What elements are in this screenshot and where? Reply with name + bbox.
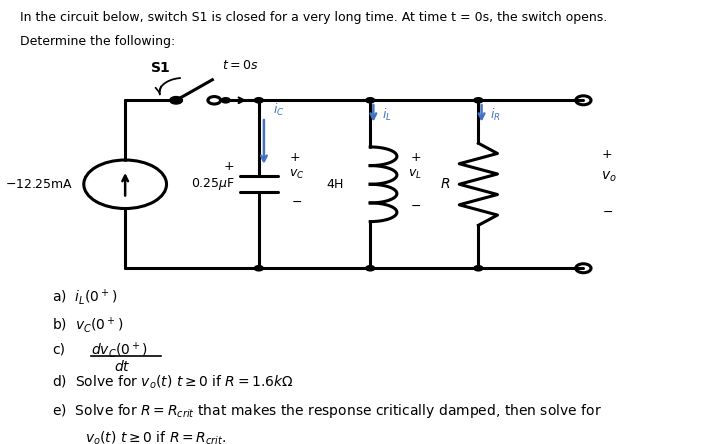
Circle shape (366, 266, 374, 271)
Circle shape (222, 98, 230, 103)
Circle shape (474, 266, 483, 271)
Text: $-$: $-$ (409, 199, 421, 212)
Text: $+$: $+$ (601, 148, 613, 161)
Text: b)  $v_C(0^+)$: b) $v_C(0^+)$ (52, 315, 123, 335)
Text: In the circuit below, switch S1 is closed for a very long time. At time t = 0s, : In the circuit below, switch S1 is close… (20, 11, 607, 24)
Text: $-12.25\mathrm{mA}$: $-12.25\mathrm{mA}$ (5, 178, 74, 191)
Text: $v_o(t)$ $t \geq 0$ if $R = R_{crit}$.: $v_o(t)$ $t \geq 0$ if $R = R_{crit}$. (85, 430, 226, 444)
Text: $4\mathrm{H}$: $4\mathrm{H}$ (326, 178, 344, 191)
Text: a)  $i_L(0^+)$: a) $i_L(0^+)$ (52, 287, 117, 307)
Text: $dv_C(0^+)$: $dv_C(0^+)$ (91, 341, 149, 361)
Circle shape (474, 98, 483, 103)
Text: $+$: $+$ (223, 160, 234, 173)
Text: $dt$: $dt$ (114, 359, 130, 374)
Circle shape (366, 98, 374, 103)
Text: $v_L$: $v_L$ (409, 168, 422, 182)
Text: $t = 0s$: $t = 0s$ (222, 59, 259, 72)
Text: $-$: $-$ (602, 205, 613, 218)
Text: e)  Solve for $R = R_{crit}$ that makes the response critically damped, then sol: e) Solve for $R = R_{crit}$ that makes t… (52, 402, 602, 420)
Text: $+$: $+$ (290, 151, 301, 164)
Text: $i_C$: $i_C$ (273, 102, 285, 118)
Text: $R$: $R$ (440, 177, 451, 191)
Circle shape (254, 266, 264, 271)
Text: $v_C$: $v_C$ (290, 168, 305, 182)
Text: $-$: $-$ (291, 194, 301, 207)
Text: c): c) (52, 343, 65, 357)
Text: d)  Solve for $v_o(t)$ $t \geq 0$ if $R = 1.6k\Omega$: d) Solve for $v_o(t)$ $t \geq 0$ if $R =… (52, 374, 294, 391)
Text: Determine the following:: Determine the following: (20, 35, 175, 48)
Circle shape (254, 98, 264, 103)
Circle shape (170, 96, 182, 104)
Text: $i_L$: $i_L$ (381, 107, 391, 123)
Text: $0.25\mu\mathrm{F}$: $0.25\mu\mathrm{F}$ (191, 176, 235, 192)
Text: $+$: $+$ (409, 151, 421, 164)
Text: $i_R$: $i_R$ (490, 107, 501, 123)
Text: $v_o$: $v_o$ (601, 170, 617, 184)
Text: $\mathbf{S1}$: $\mathbf{S1}$ (150, 61, 170, 75)
